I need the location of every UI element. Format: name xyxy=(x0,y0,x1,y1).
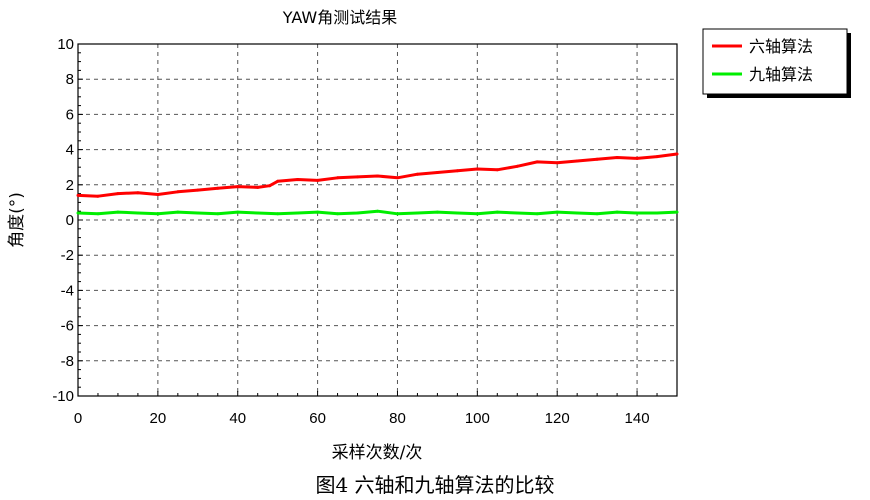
data-point xyxy=(396,212,399,216)
data-point xyxy=(515,211,519,215)
data-point xyxy=(396,176,399,180)
series-layer xyxy=(76,152,679,216)
legend-box xyxy=(702,28,848,95)
y-tick-label: -6 xyxy=(61,318,74,335)
data-point xyxy=(256,211,260,215)
data-point xyxy=(595,157,599,161)
data-point xyxy=(615,156,619,159)
y-axis-title: 角度(°) xyxy=(7,192,27,248)
y-axis-ticks: 10 8 6 4 2 0 -2 -4 -6 -8 -10 xyxy=(52,36,83,405)
data-point xyxy=(575,211,579,215)
data-point xyxy=(555,210,559,214)
x-tick-label: 60 xyxy=(309,410,326,427)
y-tick-label: 6 xyxy=(66,106,74,123)
data-point xyxy=(96,212,100,216)
data-point xyxy=(156,212,160,216)
data-point xyxy=(675,152,679,156)
data-point xyxy=(535,160,539,164)
data-point xyxy=(675,210,679,214)
data-point xyxy=(316,178,320,182)
data-point xyxy=(236,185,240,189)
data-point xyxy=(196,188,200,192)
data-point xyxy=(475,167,479,171)
data-point xyxy=(415,172,419,176)
data-point xyxy=(136,191,140,195)
series-line xyxy=(77,152,678,198)
data-point xyxy=(595,212,599,216)
data-point xyxy=(635,156,639,160)
x-tick-label: 140 xyxy=(625,410,650,427)
data-point xyxy=(495,168,499,172)
figure-caption: 图4 六轴和九轴算法的比较 xyxy=(315,473,554,497)
data-point xyxy=(635,211,639,215)
data-point xyxy=(276,212,280,216)
data-point xyxy=(515,164,519,168)
data-point xyxy=(415,211,419,215)
y-tick-label: 0 xyxy=(66,212,74,229)
data-point xyxy=(296,211,300,215)
x-tick-label: 20 xyxy=(150,410,167,427)
data-point xyxy=(156,193,160,196)
x-tick-label: 120 xyxy=(545,410,570,427)
data-point xyxy=(655,155,659,159)
data-point xyxy=(76,193,80,197)
data-point xyxy=(96,194,100,198)
y-tick-label: 2 xyxy=(66,177,74,194)
data-point xyxy=(136,211,140,215)
data-point xyxy=(116,210,120,214)
data-point xyxy=(216,186,220,190)
data-point xyxy=(376,209,379,213)
data-point xyxy=(296,178,300,181)
x-tick-label: 40 xyxy=(229,410,246,427)
data-point xyxy=(356,175,359,179)
data-point xyxy=(575,159,579,163)
data-point xyxy=(435,210,439,214)
data-point xyxy=(268,184,272,188)
data-point xyxy=(176,190,180,194)
x-axis-ticks: 0 20 40 60 80 100 120 140 xyxy=(74,391,678,427)
data-point xyxy=(336,212,340,216)
y-tick-label: -8 xyxy=(61,353,74,370)
y-tick-label: -2 xyxy=(61,247,74,264)
data-point xyxy=(455,169,459,173)
chart-title: YAW角测试结果 xyxy=(282,8,397,27)
series-six-axis xyxy=(76,152,679,198)
x-tick-label: 100 xyxy=(465,410,490,427)
data-point xyxy=(196,211,200,215)
data-point xyxy=(376,174,379,178)
data-point xyxy=(316,210,320,214)
data-point xyxy=(356,211,359,215)
series-nine-axis xyxy=(76,209,679,216)
legend: 六轴算法 九轴算法 xyxy=(702,28,851,98)
data-point xyxy=(555,161,559,165)
y-tick-label: 10 xyxy=(57,36,74,53)
x-axis-title: 采样次数/次 xyxy=(332,443,423,463)
data-point xyxy=(435,171,439,174)
data-point xyxy=(236,210,240,214)
x-tick-label: 80 xyxy=(389,410,406,427)
data-point xyxy=(276,179,280,183)
data-point xyxy=(216,212,220,216)
data-point xyxy=(475,212,479,216)
y-tick-label: -10 xyxy=(52,388,74,405)
data-point xyxy=(655,211,659,215)
data-point xyxy=(615,210,619,214)
data-point xyxy=(535,212,539,216)
x-tick-label: 0 xyxy=(74,410,82,427)
data-point xyxy=(116,192,120,196)
legend-label-nine-axis: 九轴算法 xyxy=(749,65,813,84)
data-point xyxy=(176,210,180,214)
data-point xyxy=(495,210,499,214)
grid xyxy=(78,44,677,396)
legend-label-six-axis: 六轴算法 xyxy=(749,37,813,56)
data-point xyxy=(336,176,340,180)
data-point xyxy=(455,211,459,215)
y-tick-label: 8 xyxy=(66,71,74,88)
y-tick-label: -4 xyxy=(61,282,74,299)
data-point xyxy=(76,211,80,215)
y-tick-label: 4 xyxy=(66,142,74,159)
data-point xyxy=(256,185,260,189)
